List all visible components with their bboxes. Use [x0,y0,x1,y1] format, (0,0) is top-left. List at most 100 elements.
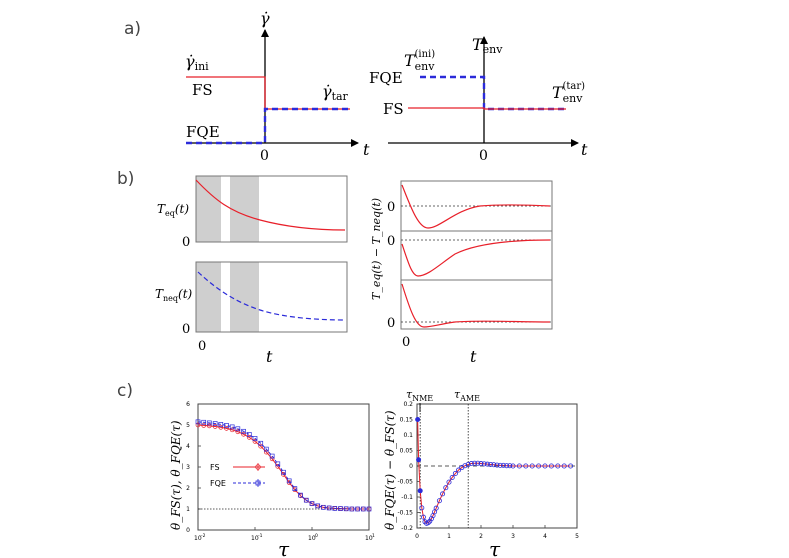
c-right-point [555,463,561,469]
c-left-point-fqe [366,506,372,512]
c-left-point-fs [201,423,207,428]
c-left-point-fqe [263,446,269,452]
c-right-xtick-label: 3 [511,533,515,540]
c-right-point [456,467,462,473]
c-left-point-fqe [349,506,355,512]
b-teq-label: Teq(t) [157,202,189,218]
c-right-point [478,461,484,467]
c-right-point [504,463,510,469]
c-left-xlabel: τ [278,537,290,558]
c-right-point [529,463,535,469]
b-right-x-zero: 0 [402,335,410,350]
c-right-point-filled [418,488,423,493]
c-right-point [417,488,423,494]
b-tneq-label: Tneq(t) [155,287,193,303]
b-shade-4 [230,262,259,332]
panel-a-left: γ̇ t 0 γ̇ini γ̇tar FS FQE [185,9,370,164]
c-right-point [468,461,474,467]
c-right-ytick-label: 0.2 [403,401,413,408]
a-right-ini-label: Tenv(ini) [404,49,435,73]
c-left-series-fs [197,424,369,510]
c-left-point-fs [258,443,264,449]
c-right-ytick-label: 0 [409,463,413,470]
c-right-ytick-label: 0.15 [400,417,414,424]
b-right-zero-label-2: 0 [387,234,395,249]
b-teq-curve [195,179,346,231]
c-left-point-fs [246,435,252,440]
c-right-point [516,463,522,469]
a-right-fs-label: FS [383,100,404,118]
c-left-ytick-label: 2 [186,485,190,492]
c-right-point [494,462,500,468]
c-left-point-fs [195,422,201,428]
c-right-point [481,461,487,467]
c-right-point [433,505,439,511]
c-left-xtick-label: 10 [251,535,259,542]
c-left-point-fqe [212,421,218,426]
c-right-xtick-label: 5 [575,533,579,540]
c-right-point [436,498,442,504]
c-left-point-fqe [332,506,338,511]
c-left-point-fs [263,449,269,455]
a-left-fqe-label: FQE [186,123,220,141]
c-right-point [500,462,506,468]
c-left-point-fqe [326,505,332,511]
a-left-zero: 0 [260,148,269,164]
c-left-point-fqe [303,497,309,503]
c-left-series-fqe [197,421,369,510]
c-right-point [443,485,449,491]
c-left-point-fqe [224,423,229,428]
b-left-x-zero: 0 [198,339,206,354]
c-left-xtick-exp: 0 [315,533,318,539]
c-left-point-fqe [206,420,212,426]
c-right-point [415,416,421,422]
c-left-point-fs [212,424,218,429]
legend-fs-label: FS [210,463,220,472]
c-right-point [491,462,497,468]
c-left-point-fs [218,424,224,430]
tau-ame-label: τAME [454,388,480,403]
c-right-ytick-label: 0.1 [403,432,413,439]
a-left-fs-label: FS [192,81,213,99]
c-left-point-fqe [320,504,326,510]
b-right-curve-1 [401,184,551,229]
c-right-point [542,463,548,469]
c-left-ytick-label: 3 [186,464,190,471]
c-left-ylabel: θ_FS(τ), θ_FQE(τ) [169,420,183,530]
c-left-point-fqe [241,428,246,434]
a-left-fqe-line [186,107,350,145]
c-left-point-fs [241,431,246,437]
legend-fqe-label: FQE [210,479,226,488]
c-left-ytick-label: 6 [186,401,190,408]
a-right-tar-label: Tenv(tar) [552,81,585,105]
c-right-point [561,463,567,469]
c-left-point-fqe [298,492,303,498]
c-right-ytick-label: 0.05 [400,448,414,455]
c-right-point [488,461,494,467]
tau-nme-label: τNME [406,388,433,403]
c-right-point [446,479,452,485]
b-left-top-zero: 0 [182,235,190,250]
c-left-xtick-label: 10 [194,535,202,542]
b-left-bottom-frame [195,261,348,333]
c-left-point-fqe [286,478,292,484]
c-left-point-fqe [201,419,207,425]
panel-b-left-bottom: Tneq(t) 0 0 t [155,261,348,366]
c-right-point [507,463,513,469]
c-right-ytick-label: -0.1 [401,494,413,501]
c-left-point-fqe [235,426,241,432]
c-left-point-fs [229,427,235,433]
a-right-fqe-label: FQE [369,69,403,87]
c-left-xtick-label: 10 [365,535,373,542]
c-left-xtick-exp: -2 [201,533,206,539]
b-left-xlabel: t [266,347,273,366]
c-right-ylabel: θ_FQE(τ) − θ_FS(τ) [383,410,397,530]
c-right-point [465,461,471,467]
panel-b-label: b) [117,169,134,189]
a-right-fs-line [408,107,566,110]
b-right-frame [400,180,553,330]
c-left-point-fqe [246,432,252,437]
